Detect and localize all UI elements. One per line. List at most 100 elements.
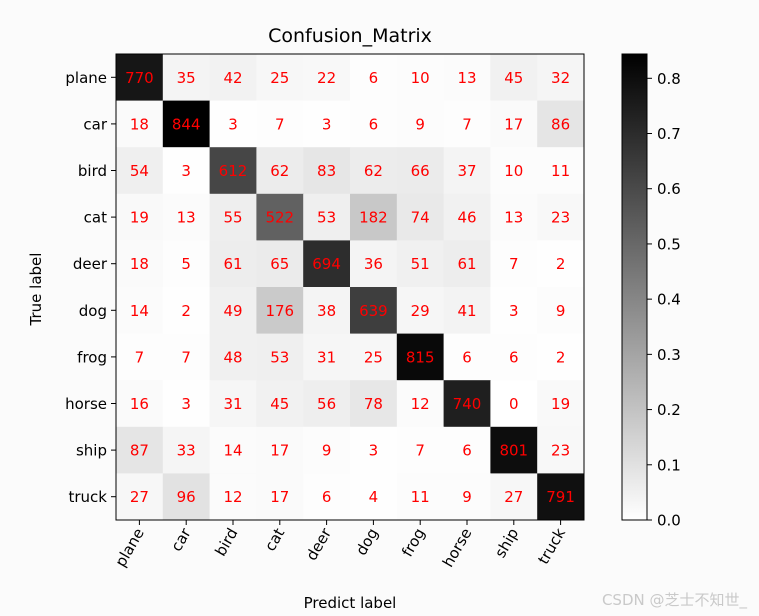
cell-value-label: 36: [364, 255, 383, 273]
heatmap-cell: [350, 380, 398, 428]
heatmap-cell: [443, 426, 491, 474]
heatmap-cell: [256, 240, 304, 288]
cell-value-label: 46: [457, 209, 476, 227]
heatmap-cell: [443, 333, 491, 381]
heatmap-cell: [537, 193, 585, 241]
heatmap-cell: [116, 426, 164, 474]
cell-value-label: 3: [181, 395, 191, 413]
y-tick-label: cat: [84, 209, 107, 227]
x-axis-label: Predict label: [304, 594, 397, 612]
cell-value-label: 11: [551, 162, 570, 180]
heatmap-cell: [209, 287, 257, 335]
heatmap-cell: [256, 426, 304, 474]
heatmap-cell: [443, 100, 491, 148]
cell-value-label: 9: [322, 442, 332, 460]
heatmap-cell: [537, 333, 585, 381]
x-tick-label: cat: [261, 525, 288, 554]
colorbar-tick-label: 0.6: [657, 180, 681, 198]
heatmap-cell: [443, 287, 491, 335]
heatmap-cell: [350, 287, 398, 335]
colorbar-tick-label: 0.5: [657, 235, 681, 253]
cell-value-label: 0: [509, 395, 519, 413]
heatmap-cell: [209, 333, 257, 381]
heatmap-cell: [396, 100, 445, 148]
y-tick-label: horse: [65, 395, 107, 413]
heatmap-cell: [303, 333, 351, 381]
heatmap-cell: [350, 473, 398, 521]
heatmap-cell: [490, 147, 538, 195]
cell-value-label: 6: [369, 115, 379, 133]
cell-value-label: 48: [223, 348, 242, 366]
x-tick-label: bird: [211, 525, 241, 559]
cell-value-label: 41: [457, 302, 476, 320]
heatmap-cell: [443, 54, 491, 102]
cell-value-label: 7: [415, 442, 425, 460]
heatmap-cell: [162, 54, 211, 102]
cell-value-label: 65: [270, 255, 289, 273]
cell-value-label: 56: [317, 395, 336, 413]
heatmap-cell: [303, 380, 351, 428]
heatmap-cell: [350, 100, 398, 148]
cell-value-label: 844: [172, 115, 201, 133]
cell-value-label: 62: [270, 162, 289, 180]
cell-value-label: 18: [130, 255, 149, 273]
heatmap-cell: [396, 380, 445, 428]
heatmap-cell: [443, 380, 491, 428]
cell-value-label: 62: [364, 162, 383, 180]
x-tick-label: deer: [302, 524, 335, 563]
cell-value-label: 3: [181, 162, 191, 180]
cell-value-label: 25: [270, 69, 289, 87]
heatmap-cell: [162, 380, 211, 428]
heatmap-cell: [209, 147, 257, 195]
colorbar: [621, 53, 648, 521]
heatmap-cell: [303, 54, 351, 102]
y-tick-label: plane: [65, 69, 107, 87]
cell-value-label: 522: [265, 209, 294, 227]
cell-value-label: 19: [551, 395, 570, 413]
heatmap-cell: [350, 54, 398, 102]
colorbar-tick-label: 0.1: [657, 456, 681, 474]
x-tick-label: car: [167, 524, 195, 554]
x-tick-label: truck: [534, 525, 569, 568]
cell-value-label: 6: [462, 348, 472, 366]
cell-value-label: 13: [457, 69, 476, 87]
heatmap-cell: [162, 426, 211, 474]
heatmap-cell: [256, 100, 304, 148]
heatmap-cell: [116, 287, 164, 335]
heatmap-cell: [350, 240, 398, 288]
x-tick-label: frog: [398, 525, 429, 560]
heatmap-cell: [256, 54, 304, 102]
cell-value-label: 54: [130, 162, 149, 180]
heatmap-cell: [116, 147, 164, 195]
heatmap-cell: [256, 380, 304, 428]
heatmap-cell: [303, 473, 351, 521]
heatmap-cell: [162, 240, 211, 288]
cell-value-label: 31: [317, 348, 336, 366]
y-tick-label: car: [83, 115, 107, 133]
cell-value-label: 33: [177, 442, 196, 460]
cell-value-label: 55: [223, 209, 242, 227]
y-tick-label: frog: [77, 348, 107, 366]
cell-value-label: 25: [364, 348, 383, 366]
cell-value-label: 17: [504, 115, 523, 133]
cell-value-label: 9: [415, 115, 425, 133]
cell-value-label: 11: [411, 488, 430, 506]
heatmap-cell: [490, 287, 538, 335]
cell-value-label: 694: [312, 255, 341, 273]
heatmap-cell: [256, 287, 304, 335]
colorbar-tick-label: 0.4: [657, 291, 681, 309]
cell-value-label: 2: [181, 302, 191, 320]
heatmap-cell: [209, 193, 257, 241]
cell-value-label: 17: [270, 442, 289, 460]
heatmap-cell: [490, 100, 538, 148]
cell-value-label: 23: [551, 442, 570, 460]
cell-value-label: 7: [181, 348, 191, 366]
cell-value-label: 5: [181, 255, 191, 273]
x-axis-ticks: plane car bird cat deer dog frog horse ship truck: [111, 520, 569, 570]
heatmap-cell: [116, 473, 164, 521]
cell-value-label: 791: [546, 488, 575, 506]
cell-value-label: 6: [462, 442, 472, 460]
heatmap-cell: [209, 100, 257, 148]
cell-value-label: 9: [462, 488, 472, 506]
